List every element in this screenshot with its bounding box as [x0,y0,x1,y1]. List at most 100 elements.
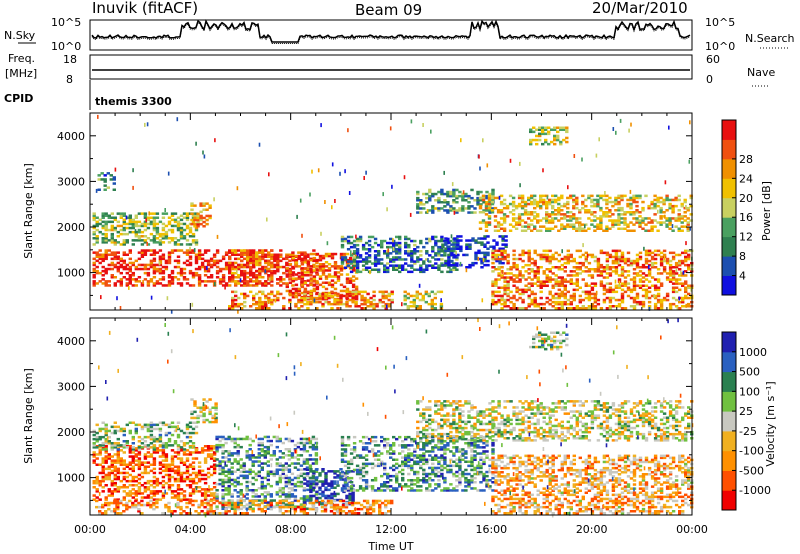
heatmap-cell [158,239,163,242]
heatmap-cell [101,232,105,236]
heatmap-cell [218,278,223,281]
heatmap-cell [134,284,138,287]
heatmap-cell [110,444,114,447]
heatmap-cell [113,429,117,433]
heatmap-cell [563,300,567,304]
heatmap-cell [336,267,341,270]
heatmap-cell [456,253,460,257]
heatmap-cell [678,253,682,257]
heatmap-cell [161,455,166,458]
heatmap-cell [249,251,253,254]
heatmap-cell [104,433,108,437]
heatmap-cell [427,292,431,296]
heatmap-cell [569,278,573,281]
colorbar-tick-label: 12 [739,231,753,244]
heatmap-cell [125,271,129,275]
heatmap-cell [212,498,217,501]
heatmap-cell [113,444,117,447]
heatmap-cell [458,209,462,212]
heatmap-cell [617,196,621,200]
heatmap-cell [215,437,219,441]
heatmap-cell [143,453,148,456]
heatmap-cell [278,491,282,494]
heatmap-cell [140,212,145,215]
heatmap-cell [263,484,267,488]
heatmap-cell [327,302,331,306]
heatmap-cell [529,130,533,134]
heatmap-cell [605,227,609,230]
heatmap-cell [291,274,295,277]
heatmap-cell [152,440,157,443]
heatmap-cell [459,249,463,253]
heatmap-cell [581,290,585,294]
heatmap-cell [330,290,334,294]
heatmap-cell [499,223,504,226]
heatmap-cell [514,217,519,220]
heatmap-cell [128,484,132,487]
heatmap-cell [203,265,208,269]
heatmap-cell [562,138,566,142]
heatmap-cell [303,274,307,277]
heatmap-cell [494,280,498,283]
heatmap-cell [191,492,196,495]
heatmap-cell [682,270,685,275]
heatmap-cell [668,266,673,269]
heatmap-cell [191,241,196,244]
heatmap-cell [470,188,474,192]
heatmap-cell [158,271,163,275]
heatmap-cell [143,251,148,254]
heatmap-cell [481,194,486,198]
heatmap-cell [410,252,414,255]
heatmap-cell [152,263,157,267]
heatmap-cell [468,245,472,248]
heatmap-cell [161,463,166,466]
heatmap-cell [131,457,135,460]
heatmap-cell [548,202,552,206]
heatmap-cell [267,307,271,310]
heatmap-cell [599,194,603,198]
heatmap-cell [205,214,209,218]
heatmap-cell [431,266,435,269]
heatmap-cell [237,309,239,314]
heatmap-cell [584,229,588,232]
heatmap-cell [554,274,558,277]
heatmap-cell [128,461,132,464]
heatmap-cell [383,264,387,267]
heatmap-cell [167,463,172,466]
heatmap-cell [496,253,498,258]
heatmap-cell [182,222,187,226]
heatmap-cell [309,295,314,299]
heatmap-cell [354,305,358,308]
heatmap-cell [125,465,129,468]
heatmap-cell [161,442,166,445]
heatmap-cell [521,276,525,279]
heatmap-cell [626,263,631,267]
heatmap-cell [179,274,184,277]
heatmap-cell [267,259,271,263]
heatmap-cell [536,200,540,204]
heatmap-cell [149,490,154,493]
heatmap-cell [511,225,516,228]
heatmap-cell [167,261,172,265]
heatmap-cell [240,269,244,273]
heatmap-cell [257,454,261,457]
heatmap-cell [297,256,302,260]
heatmap-cell [623,276,628,279]
heatmap-cell [209,259,214,263]
heatmap-cell [644,266,649,269]
heatmap-cell [557,211,561,214]
heatmap-cell [498,247,502,250]
heatmap-cell [545,268,549,271]
heatmap-cell [131,274,135,277]
heatmap-cell [288,267,292,271]
heatmap-cell [206,263,211,267]
heatmap-cell [346,239,351,243]
heatmap-cell [131,421,135,424]
heatmap-cell [511,202,516,206]
heatmap-cell [146,249,151,252]
heatmap-cell [249,253,253,256]
heatmap-cell [321,281,326,284]
heatmap-cell [348,277,353,280]
heatmap-cell [255,284,259,287]
heatmap-cell [386,254,390,257]
